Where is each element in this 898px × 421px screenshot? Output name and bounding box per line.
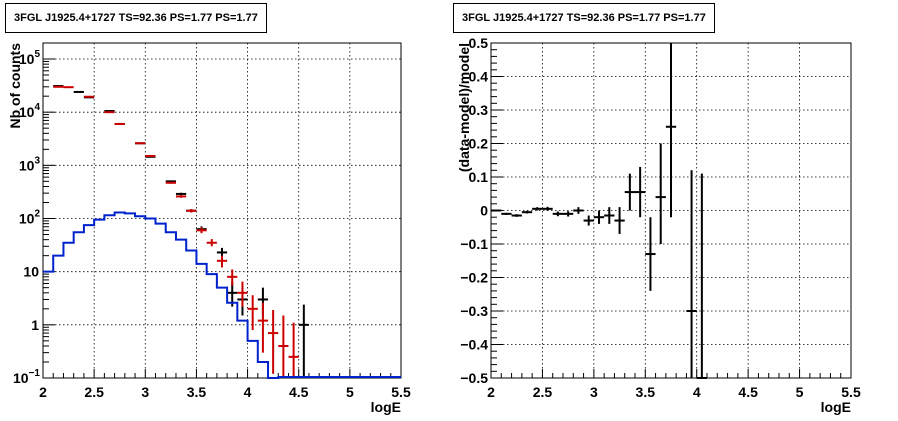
y-tick-label: 0.4 [469, 69, 489, 85]
model_total-point [114, 122, 125, 125]
model_total-point [268, 310, 279, 374]
x-tick-label: 3.5 [187, 384, 207, 400]
residual-point [645, 217, 656, 291]
y-tick-label: 0 [480, 203, 488, 219]
y-tick-exponent: 4 [34, 102, 40, 113]
model_total-point [247, 295, 258, 330]
x-tick-label: 3 [590, 384, 598, 400]
x-tick-label: 3 [141, 384, 149, 400]
x-tick-label: 5.5 [841, 384, 861, 400]
residual-point [593, 210, 605, 224]
y-tick-base: 10 [23, 264, 39, 280]
model_total-point [165, 181, 176, 184]
x-tick-label: 2.5 [84, 384, 104, 400]
y-tick-base: 1 [31, 317, 39, 333]
model_total-point [216, 255, 228, 268]
model_total-point [227, 269, 238, 286]
y-tick-label: −0.1 [460, 236, 488, 252]
model_total-point [186, 209, 197, 213]
x-tick-label: 4.5 [738, 384, 758, 400]
model_total-point [206, 239, 217, 247]
x-tick-label: 2 [39, 384, 47, 400]
x-tick-label: 3.5 [636, 384, 656, 400]
model_total-point [196, 227, 207, 234]
model_total-point [278, 315, 289, 378]
y-tick-label: −0.2 [460, 270, 488, 286]
residual-point [624, 173, 635, 211]
y-tick-exponent: 5 [34, 49, 40, 60]
model_total-point [237, 281, 248, 307]
y-tick-label: −0.3 [460, 303, 488, 319]
y-tick-label: 0.1 [469, 169, 489, 185]
residual-point [511, 214, 522, 217]
residual-point [655, 143, 666, 244]
residual-point [563, 211, 574, 217]
y-tick-exponent: 3 [34, 155, 40, 166]
y-tick-label: −0.5 [460, 370, 488, 386]
model-source-histogram [43, 211, 401, 379]
model_total-point [175, 195, 187, 198]
residual-point [491, 209, 502, 212]
x-tick-label: 4 [693, 384, 701, 400]
y-tick-label: 104 [19, 102, 41, 120]
residual-point [542, 206, 553, 211]
y-axis-title: Nb of counts [7, 43, 23, 129]
y-tick-base: 10 [13, 370, 29, 386]
y-tick-label: 0.3 [469, 102, 489, 118]
y-tick-label: 102 [19, 209, 41, 227]
residual-point [521, 210, 533, 214]
model_total-point [135, 142, 146, 145]
x-tick-label: 5 [346, 384, 354, 400]
right-panel-title: 3FGL J1925.4+1727 TS=92.36 PS=1.77 PS=1.… [453, 3, 715, 33]
data-point [175, 192, 187, 196]
x-axis-title: logE [371, 399, 401, 415]
plot-frame [42, 42, 402, 379]
residual-point [696, 173, 707, 379]
y-tick-label: 0.5 [469, 35, 489, 51]
residual-plot: 2 2.5 3 3.5 4 4.5 5 5.5 −0.5 −0.4 −0.3 −0.2 −0.1 0 0.1… [456, 35, 861, 415]
y-tick-label: 10−1 [13, 368, 40, 386]
x-tick-label: 4.5 [289, 384, 309, 400]
residual-point [635, 166, 646, 218]
model_total-point [145, 154, 156, 157]
residual-point [532, 207, 543, 211]
residual-point [501, 212, 512, 215]
left-panel-title: 3FGL J1925.4+1727 TS=92.36 PS=1.77 PS=1.… [5, 3, 267, 33]
y-tick-exponent: 2 [34, 209, 40, 220]
residual-point [665, 43, 677, 218]
residual-point [686, 170, 697, 378]
y-tick-label: −0.4 [460, 337, 488, 353]
y-tick-exponent: −1 [29, 368, 41, 379]
model_total-point [257, 302, 269, 353]
model_total-point [104, 111, 115, 114]
y-tick-base: 10 [19, 211, 35, 227]
residual-point [583, 215, 594, 226]
x-tick-label: 5 [796, 384, 804, 400]
y-axis-title: (data-model)/model [456, 43, 472, 172]
counts-plot: 2 2.5 3 3.5 4 4.5 5 5.510−1110102103104105logEN… [7, 42, 411, 415]
residual-point [604, 207, 615, 224]
x-tick-label: 2.5 [533, 384, 553, 400]
model_total-point [288, 322, 299, 378]
y-tick-label: 105 [19, 49, 41, 67]
y-tick-base: 10 [19, 157, 35, 173]
residual-point [614, 207, 625, 234]
y-tick-base: 10 [19, 104, 35, 120]
y-tick-base: 10 [19, 51, 35, 67]
x-tick-label: 4 [244, 384, 252, 400]
data-point [298, 304, 309, 378]
x-axis-title: logE [821, 399, 851, 415]
y-tick-label: 10 [23, 264, 39, 280]
residual-point [573, 207, 584, 214]
residual-point [552, 211, 563, 217]
y-tick-label: 0.2 [469, 136, 489, 152]
x-tick-label: 2 [487, 384, 495, 400]
y-tick-label: 1 [31, 317, 39, 333]
y-tick-label: 103 [19, 155, 41, 173]
x-tick-label: 5.5 [391, 384, 411, 400]
